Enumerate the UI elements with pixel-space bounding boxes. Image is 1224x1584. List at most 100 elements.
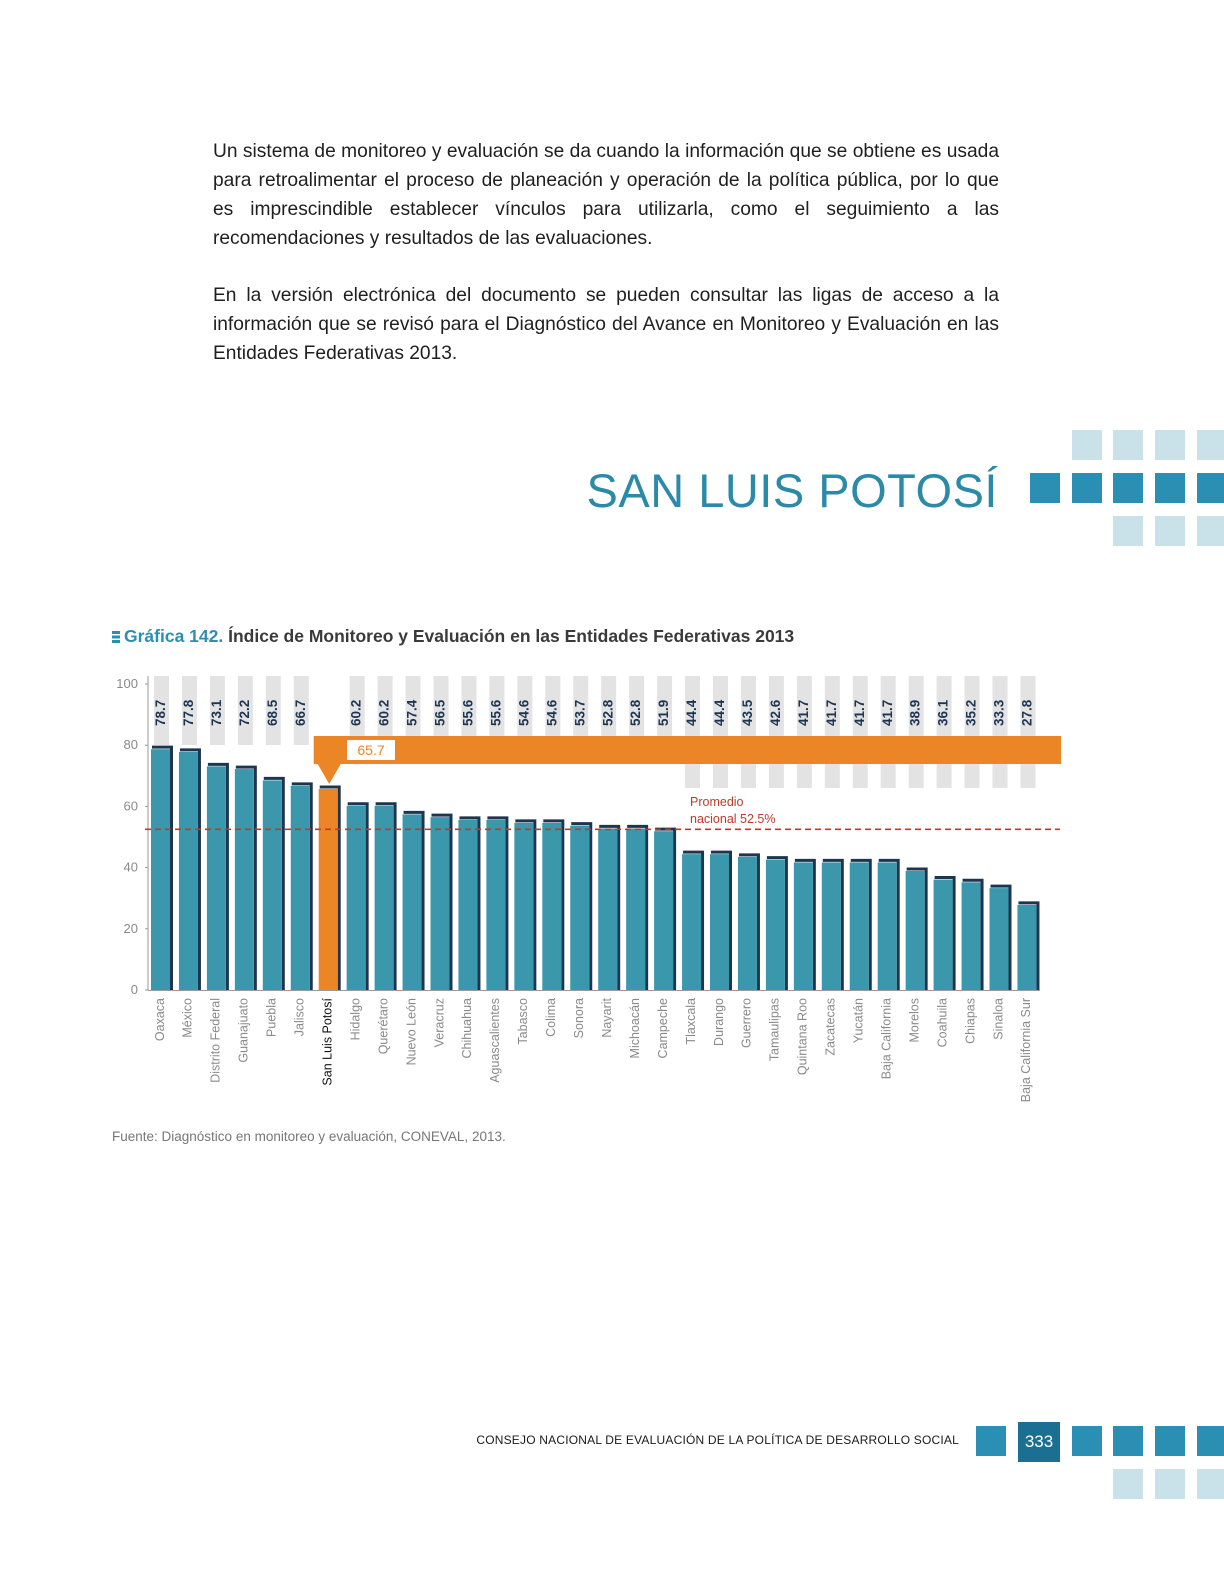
bar-shadow bbox=[515, 819, 537, 990]
bar-shadow bbox=[878, 858, 900, 990]
category-label: Michoacán bbox=[628, 998, 642, 1058]
decor-square bbox=[1113, 1426, 1143, 1456]
value-label: 44.4 bbox=[712, 699, 727, 726]
value-label: 78.7 bbox=[153, 700, 168, 726]
value-label: 41.7 bbox=[880, 700, 895, 726]
label-column-bg bbox=[992, 676, 1008, 788]
bar bbox=[821, 862, 841, 990]
bar-shadow bbox=[906, 867, 928, 990]
y-tick-label: 60 bbox=[124, 798, 138, 813]
category-label: Hidalgo bbox=[348, 998, 362, 1040]
value-label: 57.4 bbox=[405, 699, 420, 726]
decor-square bbox=[1197, 1426, 1224, 1456]
category-label: Veracruz bbox=[432, 998, 446, 1047]
value-label: 42.6 bbox=[768, 699, 783, 726]
label-column-bg bbox=[629, 676, 645, 745]
decor-square bbox=[1155, 430, 1185, 460]
bar bbox=[514, 822, 534, 990]
y-tick-label: 80 bbox=[124, 737, 138, 752]
decor-square bbox=[1155, 1426, 1185, 1456]
chart-title-text: Índice de Monitoreo y Evaluación en las … bbox=[228, 626, 795, 646]
label-column-bg bbox=[489, 676, 505, 745]
bar bbox=[206, 766, 226, 990]
category-label: México bbox=[181, 998, 195, 1038]
bar bbox=[262, 780, 282, 990]
label-column-bg bbox=[1020, 676, 1036, 788]
label-column-bg bbox=[433, 676, 449, 745]
page-number: 333 bbox=[1018, 1422, 1060, 1462]
label-column-bg bbox=[740, 676, 756, 788]
decor-square bbox=[1155, 473, 1185, 503]
bar-shadow bbox=[152, 745, 173, 990]
decor-square bbox=[1197, 516, 1224, 546]
bar-shadow bbox=[319, 785, 341, 990]
decor-square bbox=[1113, 516, 1143, 546]
category-label: Guerrero bbox=[740, 998, 754, 1048]
label-column-bg bbox=[349, 676, 365, 745]
label-column-bg bbox=[796, 676, 812, 788]
category-label: Baja California bbox=[879, 998, 893, 1079]
reference-label-line2: nacional 52.5% bbox=[690, 812, 775, 826]
bar bbox=[989, 888, 1009, 990]
label-column-bg bbox=[517, 676, 533, 745]
label-column-bg bbox=[181, 676, 197, 745]
bar-shadow bbox=[375, 802, 397, 990]
value-label: 60.2 bbox=[349, 700, 364, 726]
bar-shadow bbox=[1018, 901, 1040, 990]
bar bbox=[234, 769, 254, 990]
label-column-bg bbox=[545, 676, 561, 745]
value-label: 43.5 bbox=[740, 699, 755, 726]
category-label: Coahuila bbox=[935, 998, 949, 1047]
bar bbox=[765, 859, 785, 990]
category-label: Tlaxcala bbox=[684, 998, 698, 1045]
bar bbox=[318, 788, 338, 990]
label-column-bg bbox=[293, 676, 309, 745]
label-column-bg bbox=[768, 676, 784, 788]
bar-shadow bbox=[962, 878, 984, 990]
label-column-bg bbox=[908, 676, 924, 788]
label-column-bg bbox=[852, 676, 868, 788]
decor-square bbox=[976, 1426, 1006, 1456]
category-label: Nayarit bbox=[600, 997, 614, 1037]
decor-square bbox=[1072, 1426, 1102, 1456]
bar-shadow bbox=[263, 776, 285, 990]
bar bbox=[710, 854, 729, 990]
category-label: Sinaloa bbox=[991, 998, 1005, 1040]
value-label: 51.9 bbox=[656, 700, 671, 726]
intro-paragraph: Un sistema de monitoreo y evaluación se … bbox=[213, 141, 999, 249]
bar-shadow bbox=[347, 802, 369, 990]
value-label: 72.2 bbox=[237, 700, 252, 726]
value-label: 54.6 bbox=[516, 699, 531, 726]
decor-square bbox=[1197, 1469, 1224, 1499]
bar-shadow bbox=[934, 876, 956, 990]
value-label: 60.2 bbox=[377, 700, 392, 726]
label-column-bg bbox=[154, 676, 169, 745]
label-column-bg bbox=[657, 676, 673, 745]
value-label: 38.9 bbox=[908, 700, 923, 726]
bar-shadow bbox=[683, 850, 705, 990]
decor-square bbox=[1072, 430, 1102, 460]
bar bbox=[905, 870, 925, 990]
chart-number: Gráfica 142. bbox=[124, 626, 224, 646]
bar bbox=[346, 805, 366, 990]
bar bbox=[290, 785, 310, 990]
bar-shadow bbox=[990, 884, 1012, 990]
bar bbox=[402, 814, 422, 990]
y-tick-label: 0 bbox=[131, 982, 138, 997]
value-label: 56.5 bbox=[433, 699, 448, 726]
value-label: 68.5 bbox=[265, 699, 280, 726]
bar-shadow bbox=[794, 858, 816, 990]
bar bbox=[654, 831, 674, 990]
category-label: Yucatán bbox=[852, 998, 866, 1043]
bar bbox=[430, 817, 450, 990]
bar bbox=[682, 854, 702, 990]
value-label: 35.2 bbox=[964, 700, 979, 726]
decor-square bbox=[1113, 473, 1143, 503]
y-tick-label: 40 bbox=[124, 860, 138, 875]
decor-square bbox=[1155, 516, 1185, 546]
label-column-bg bbox=[713, 676, 728, 788]
decor-square bbox=[1113, 1469, 1143, 1499]
category-label: San Luis Potosí bbox=[320, 997, 334, 1085]
footer-org: CONSEJO NACIONAL DE EVALUACIÓN DE LA POL… bbox=[476, 1433, 959, 1447]
